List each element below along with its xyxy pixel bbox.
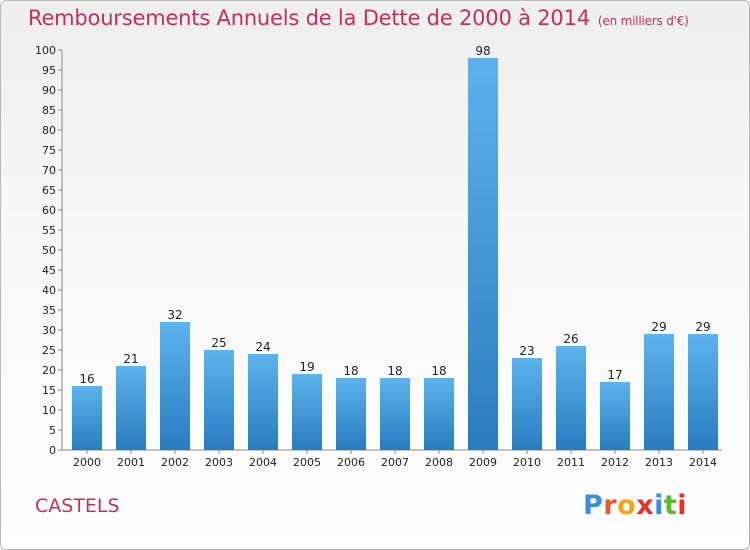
bars: 16 21 32 25 24 19 18 18 18 98 23 26 17 29 29: [72, 44, 718, 450]
bar-value-label: 18: [387, 364, 402, 378]
commune-name: CASTELS: [35, 495, 120, 517]
y-tick-label: 80: [42, 124, 56, 137]
bar: [600, 382, 630, 450]
proxiti-logo: Proxiti: [583, 490, 687, 521]
logo-letter: x: [636, 490, 655, 521]
bar-value-label: 16: [79, 372, 94, 386]
y-tick-label: 60: [42, 204, 56, 217]
bar: [512, 358, 542, 450]
y-tick-label: 0: [49, 444, 56, 457]
y-tick-label: 85: [42, 104, 56, 117]
y-tick-label: 45: [42, 264, 56, 277]
y-tick-label: 75: [42, 144, 56, 157]
y-tick-label: 90: [42, 84, 56, 97]
bar-value-label: 17: [607, 368, 622, 382]
logo-letter: i: [654, 490, 664, 521]
y-tick-label: 40: [42, 284, 56, 297]
bar: [116, 366, 146, 450]
x-tick-label: 2001: [117, 456, 145, 469]
logo-letter: t: [663, 490, 678, 521]
x-tick-label: 2014: [689, 456, 717, 469]
bar: [336, 378, 366, 450]
bar: [380, 378, 410, 450]
x-tick-label: 2000: [73, 456, 101, 469]
bar: [644, 334, 674, 450]
y-tick-label: 10: [42, 404, 56, 417]
y-tick-label: 100: [35, 44, 56, 57]
x-tick-label: 2008: [425, 456, 453, 469]
y-tick-label: 55: [42, 224, 56, 237]
x-tick-label: 2010: [513, 456, 541, 469]
bar: [72, 386, 102, 450]
y-tick-label: 95: [42, 64, 56, 77]
y-tick-label: 25: [42, 344, 56, 357]
chart-unit: (en milliers d'€): [597, 14, 689, 28]
x-tick-label: 2003: [205, 456, 233, 469]
bar-value-label: 24: [255, 340, 270, 354]
y-axis: 0 5 10 15 20 25 30 35 40 45 50 55 60 65 70 75 80 85 90 95 10…: [35, 44, 63, 457]
y-tick-label: 30: [42, 324, 56, 337]
x-tick-label: 2002: [161, 456, 189, 469]
bar-value-label: 29: [651, 320, 666, 334]
x-tick-label: 2005: [293, 456, 321, 469]
x-tick-label: 2006: [337, 456, 365, 469]
chart-title-text: Remboursements Annuels de la Dette de 20…: [28, 6, 590, 30]
bar: [160, 322, 190, 450]
bar: [556, 346, 586, 450]
x-axis: 2000 2001 2002 2003 2004 2005 2006 2007 2008 2009…: [62, 449, 722, 469]
x-tick-label: 2007: [381, 456, 409, 469]
y-tick-label: 5: [49, 424, 56, 437]
bar-value-label: 26: [563, 332, 578, 346]
logo-letter: P: [583, 490, 604, 521]
bar: [248, 354, 278, 450]
bar-value-label: 21: [123, 352, 138, 366]
y-tick-label: 15: [42, 384, 56, 397]
bar: [292, 374, 322, 450]
y-tick-label: 35: [42, 304, 56, 317]
bar: [204, 350, 234, 450]
bar-value-label: 19: [299, 360, 314, 374]
bar-value-label: 18: [431, 364, 446, 378]
bar-value-label: 23: [519, 344, 534, 358]
bar-value-label: 29: [695, 320, 710, 334]
bar-value-label: 98: [475, 44, 490, 58]
bar: [688, 334, 718, 450]
y-tick-label: 20: [42, 364, 56, 377]
logo-letter: i: [677, 490, 688, 521]
x-tick-label: 2009: [469, 456, 497, 469]
x-tick-label: 2012: [601, 456, 629, 469]
x-tick-label: 2013: [645, 456, 673, 469]
bar-value-label: 32: [167, 308, 182, 322]
bar-value-label: 25: [211, 336, 226, 350]
bar: [424, 378, 454, 450]
logo-letter: o: [617, 490, 637, 521]
y-tick-label: 70: [42, 164, 56, 177]
logo-letter: r: [603, 490, 618, 521]
chart-title: Remboursements Annuels de la Dette de 20…: [28, 6, 689, 30]
y-tick-label: 65: [42, 184, 56, 197]
bar-value-label: 18: [343, 364, 358, 378]
x-tick-label: 2011: [557, 456, 585, 469]
x-tick-label: 2004: [249, 456, 277, 469]
bar: [468, 58, 498, 450]
y-tick-label: 50: [42, 244, 56, 257]
